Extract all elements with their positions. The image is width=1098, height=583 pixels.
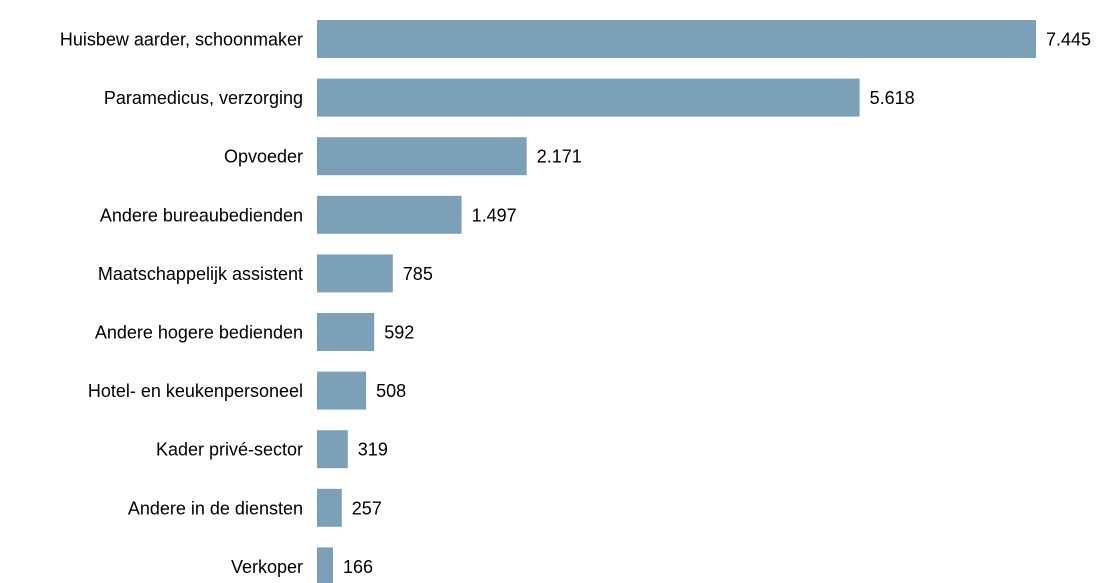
category-label: Kader privé-sector	[156, 440, 303, 460]
value-label: 5.618	[870, 88, 915, 108]
bar	[317, 488, 342, 527]
bar	[317, 78, 860, 117]
value-label: 592	[384, 323, 414, 343]
category-label: Andere hogere bedienden	[95, 323, 303, 343]
bar	[317, 547, 333, 583]
category-label: Hotel- en keukenpersoneel	[88, 381, 303, 401]
bar	[317, 137, 527, 176]
value-label: 319	[358, 440, 388, 460]
bars-group	[317, 20, 1036, 583]
value-labels-group: 7.445 5.618 2.171 1.497 785 592 508 319 257 166	[343, 30, 1091, 577]
category-label: Paramedicus, verzorging	[104, 88, 303, 108]
category-label: Andere bureaubedienden	[100, 205, 303, 225]
bar	[317, 313, 375, 351]
bar	[317, 195, 462, 234]
value-label: 2.171	[537, 147, 582, 167]
bar	[317, 20, 1036, 58]
bar	[317, 430, 348, 469]
category-label: Andere in de diensten	[128, 498, 303, 518]
bar	[317, 254, 393, 293]
category-label: Verkoper	[231, 557, 303, 577]
value-label: 257	[352, 498, 382, 518]
value-label: 166	[343, 557, 373, 577]
value-label: 7.445	[1046, 30, 1091, 50]
category-label: Maatschappelijk assistent	[98, 264, 303, 284]
category-labels-group: Huisbew aarder, schoonmaker Paramedicus, …	[60, 30, 303, 577]
value-label: 1.497	[472, 205, 517, 225]
value-label: 785	[403, 264, 433, 284]
category-label: Huisbew aarder, schoonmaker	[60, 30, 303, 50]
category-label: Opvoeder	[224, 147, 303, 167]
bar	[317, 371, 367, 410]
value-label: 508	[376, 381, 406, 401]
